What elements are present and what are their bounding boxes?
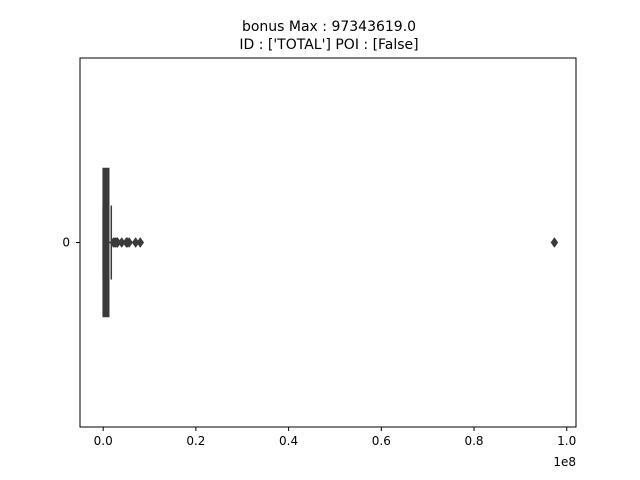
chart-title-line-1: bonus Max : 97343619.0 — [242, 19, 416, 35]
x-tick-label: 0.2 — [186, 434, 205, 448]
chart-title-line-2: ID : ['TOTAL'] POI : [False] — [239, 37, 418, 53]
axes-frame — [79, 57, 577, 428]
plot-marks — [102, 167, 559, 318]
outlier-point — [550, 237, 559, 248]
y-axis: 0 — [62, 236, 80, 250]
x-axis: 0.0 0.2 0.4 0.6 0.8 1.0 — [94, 427, 576, 448]
x-tick-label: 0.6 — [372, 434, 391, 448]
x-tick-label: 1.0 — [557, 434, 576, 448]
x-tick-label: 0.4 — [279, 434, 298, 448]
outlier-point — [136, 237, 145, 248]
x-tick-label: 0.8 — [464, 434, 483, 448]
outlier-point — [125, 237, 133, 248]
y-tick-label: 0 — [62, 236, 70, 250]
iqr-box — [102, 167, 110, 318]
x-offset-label: 1e8 — [553, 455, 576, 469]
x-tick-label: 0.0 — [94, 434, 113, 448]
